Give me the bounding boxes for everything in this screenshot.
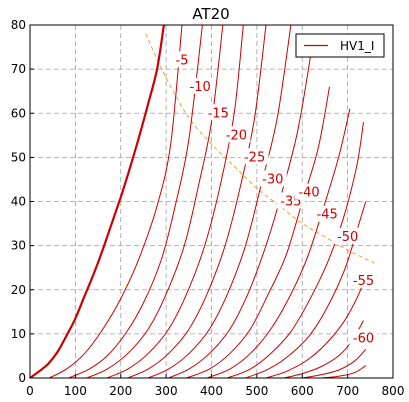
plate-curve-grid-15 — [86, 25, 224, 378]
load-line-layer — [145, 33, 376, 264]
curve-label-grid-30: -30 — [262, 172, 283, 187]
legend-label-hv1-i: HV1_I — [340, 39, 374, 53]
y-tick-label-40: 40 — [11, 195, 26, 209]
curve-label-grid-40: -40 — [298, 186, 319, 201]
y-tick-label-60: 60 — [11, 106, 26, 120]
legend-box — [295, 33, 385, 58]
curve-label-bg — [295, 183, 324, 200]
plate-curve-grid-20 — [106, 25, 244, 378]
curve-label-bg — [240, 148, 269, 165]
curve-label-grid-20: -20 — [226, 128, 247, 143]
curve-label-grid-55: -55 — [353, 274, 374, 289]
ticks-layer: 0 100 200 300 400 500 600 700 800 0 10 20 30 40 50 60 70… — [11, 18, 405, 398]
x-tick-label-200: 200 — [109, 384, 132, 398]
x-tick-label-100: 100 — [64, 384, 87, 398]
plate-curve-grid-35 — [168, 51, 312, 378]
plate-curve-grid-30 — [147, 25, 292, 378]
plate-curve-grid-60 — [265, 276, 367, 378]
x-tick-label-600: 600 — [291, 384, 314, 398]
curve-label-grid-5: -5 — [176, 53, 189, 68]
y-tick-label-0: 0 — [18, 371, 26, 385]
curve-label-bg — [313, 205, 342, 222]
x-tick-label-500: 500 — [245, 384, 268, 398]
legend: HV1_I — [295, 33, 385, 58]
curve-label-bg — [349, 271, 378, 288]
curve-labels-layer: -5-10-15-20-25-30-35-40-45-50-55-60 — [172, 51, 378, 346]
x-tick-label-400: 400 — [200, 384, 223, 398]
y-tick-label-70: 70 — [11, 62, 26, 76]
curve-label-grid-60: -60 — [353, 331, 374, 346]
curve-label-bg — [186, 77, 215, 94]
plate-curve-extra-15 — [320, 365, 367, 378]
y-tick-label-50: 50 — [11, 150, 26, 164]
y-tick-label-80: 80 — [11, 18, 26, 32]
x-tick-label-0: 0 — [26, 384, 34, 398]
curve-label-grid-45: -45 — [317, 208, 338, 223]
curve-label-bg — [172, 51, 193, 68]
plate-curve-grid-10 — [68, 25, 203, 378]
curve-label-grid-15: -15 — [208, 106, 229, 121]
plate-curve-grid-45 — [206, 108, 351, 378]
curve-label-grid-10: -10 — [190, 80, 211, 95]
plate-curve-grid-5 — [48, 25, 183, 378]
plate-curve-extra-14 — [302, 348, 367, 378]
y-tick-label-20: 20 — [11, 283, 26, 297]
curve-label-bg — [349, 329, 378, 346]
x-tick-label-300: 300 — [155, 384, 178, 398]
curve-label-bg — [204, 104, 233, 121]
plate-curve-grid-50 — [227, 122, 364, 378]
curves-layer — [30, 25, 367, 378]
curve-label-grid-25: -25 — [244, 150, 265, 165]
x-tick-label-700: 700 — [336, 384, 359, 398]
plate-curve-grid-40 — [186, 86, 330, 378]
curve-label-grid-50: -50 — [337, 230, 358, 245]
plate-curve-grid-25 — [127, 25, 267, 378]
curve-label-bg — [333, 227, 362, 244]
curve-label-bg — [258, 170, 287, 187]
x-tick-label-800: 800 — [382, 384, 405, 398]
load-line — [145, 33, 376, 264]
plate-curve-grid-55 — [245, 201, 367, 378]
curve-label-bg — [222, 126, 251, 143]
chart-title: AT20 — [192, 5, 229, 23]
y-tick-label-30: 30 — [11, 239, 26, 253]
plate-curve-grid0 — [30, 25, 165, 378]
y-tick-label-10: 10 — [11, 327, 26, 341]
